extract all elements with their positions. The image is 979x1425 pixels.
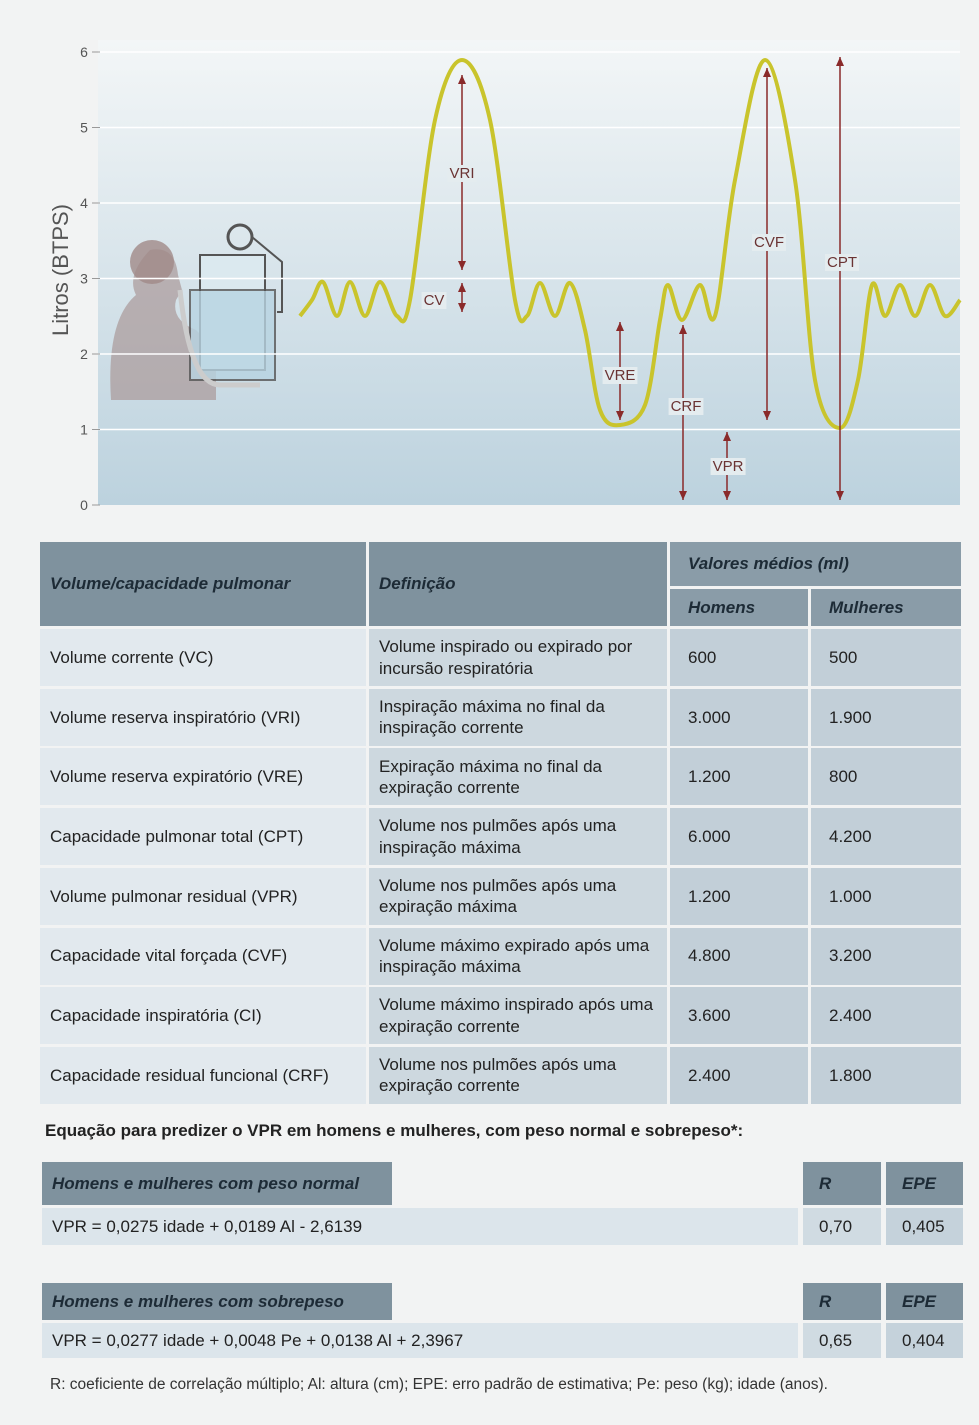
header-cell: Volume/capacidade pulmonar [40,542,366,626]
table-cell: Volume máximo expirado após uma inspiraç… [369,927,667,985]
table-cell: 1.200 [670,748,808,806]
table-cell: 1.800 [811,1046,961,1104]
table-cell: Volume inspirado ou expirado por incursã… [369,629,667,686]
y-tick-label: 5 [80,120,88,136]
annotation: CRF [671,398,702,415]
y-axis-label: Litros (BTPS) [48,204,73,336]
annotation-bg [668,398,704,415]
annotation-bg [447,165,477,182]
table-cell: 1.000 [811,867,961,925]
annotation: VRI [449,165,474,182]
table-cell: 4.800 [670,927,808,985]
eq-header: R [803,1283,881,1320]
eq-value: 0,65 [803,1323,881,1358]
annotation: VRE [605,367,636,384]
table-cell: Volume reserva expiratório (VRE) [40,748,366,806]
header-cell: Mulheres [811,589,961,626]
table-cell: 3.000 [670,688,808,746]
table-cell: Volume nos pulmões após uma expiração co… [369,1046,667,1104]
annotation-bg [421,292,447,309]
annotation: CV [424,292,445,309]
table-cell: Volume reserva inspiratório (VRI) [40,688,366,746]
table-cell: Capacidade vital forçada (CVF) [40,927,366,985]
table-cell: Capacidade inspiratória (CI) [40,987,366,1045]
eq-formula: VPR = 0,0277 idade + 0,0048 Pe + 0,0138 … [42,1323,798,1358]
equation-title: Equação para predizer o VPR em homens e … [45,1121,744,1141]
patient-illustration [110,223,283,400]
footnote: R: coeficiente de correlação múltiplo; A… [50,1376,828,1394]
y-tick-label: 1 [80,422,88,438]
table-cell: Inspiração máxima no final da inspiração… [369,688,667,746]
eq-value: 0,405 [886,1208,963,1245]
table-cell: 1.200 [670,867,808,925]
eq-header: Homens e mulheres com peso normal [42,1162,392,1205]
spirogram: Litros (BTPS) 0 1 2 3 4 5 6 VRI CV VRE CRF VPR CVF CP… [48,40,962,513]
y-tick-label: 4 [80,195,88,211]
table-cell: 3.200 [811,927,961,985]
table-cell: 4.200 [811,808,961,866]
table-cell: Volume nos pulmões após uma inspiração m… [369,808,667,866]
annotation-bg [825,254,859,271]
annotation: CVF [754,234,784,251]
eq-header: Homens e mulheres com sobrepeso [42,1283,392,1320]
table-cell: Capacidade residual funcional (CRF) [40,1046,366,1104]
table-cell: Volume corrente (VC) [40,629,366,686]
annotation: VPR [713,458,744,475]
table-cell: 500 [811,629,961,686]
y-tick-label: 0 [80,497,88,513]
annotation-bg [752,234,786,251]
table-cell: 2.400 [670,1046,808,1104]
table-cell: 600 [670,629,808,686]
eq-value: 0,404 [886,1323,963,1358]
table-cell: 2.400 [811,987,961,1045]
table-cell: Volume pulmonar residual (VPR) [40,867,366,925]
annotation: CPT [827,254,857,271]
y-tick-label: 3 [80,271,88,287]
table-cell: Volume nos pulmões após uma expiração má… [369,867,667,925]
header-cell: Homens [670,589,808,626]
y-tick-label: 2 [80,346,88,362]
table-cell: 6.000 [670,808,808,866]
spirogram-curve [298,57,962,431]
header-cell: Definição [369,542,667,626]
eq-header: EPE [886,1283,963,1320]
table-cell: 800 [811,748,961,806]
y-tick-label: 6 [80,44,88,60]
table-cell: 3.600 [670,987,808,1045]
eq-value: 0,70 [803,1208,881,1245]
eq-header: EPE [886,1162,963,1205]
header-cell: Valores médios (ml) [670,542,961,586]
eq-header: R [803,1162,881,1205]
eq-formula: VPR = 0,0275 idade + 0,0189 Al - 2,6139 [42,1208,798,1245]
arrow-head [458,283,466,312]
table-cell: 1.900 [811,688,961,746]
annotation-bg [710,458,746,475]
table-cell: Volume máximo inspirado após uma expiraç… [369,987,667,1045]
table-cell: Capacidade pulmonar total (CPT) [40,808,366,866]
table-cell: Expiração máxima no final da expiração c… [369,748,667,806]
annotation-bg [602,367,638,384]
